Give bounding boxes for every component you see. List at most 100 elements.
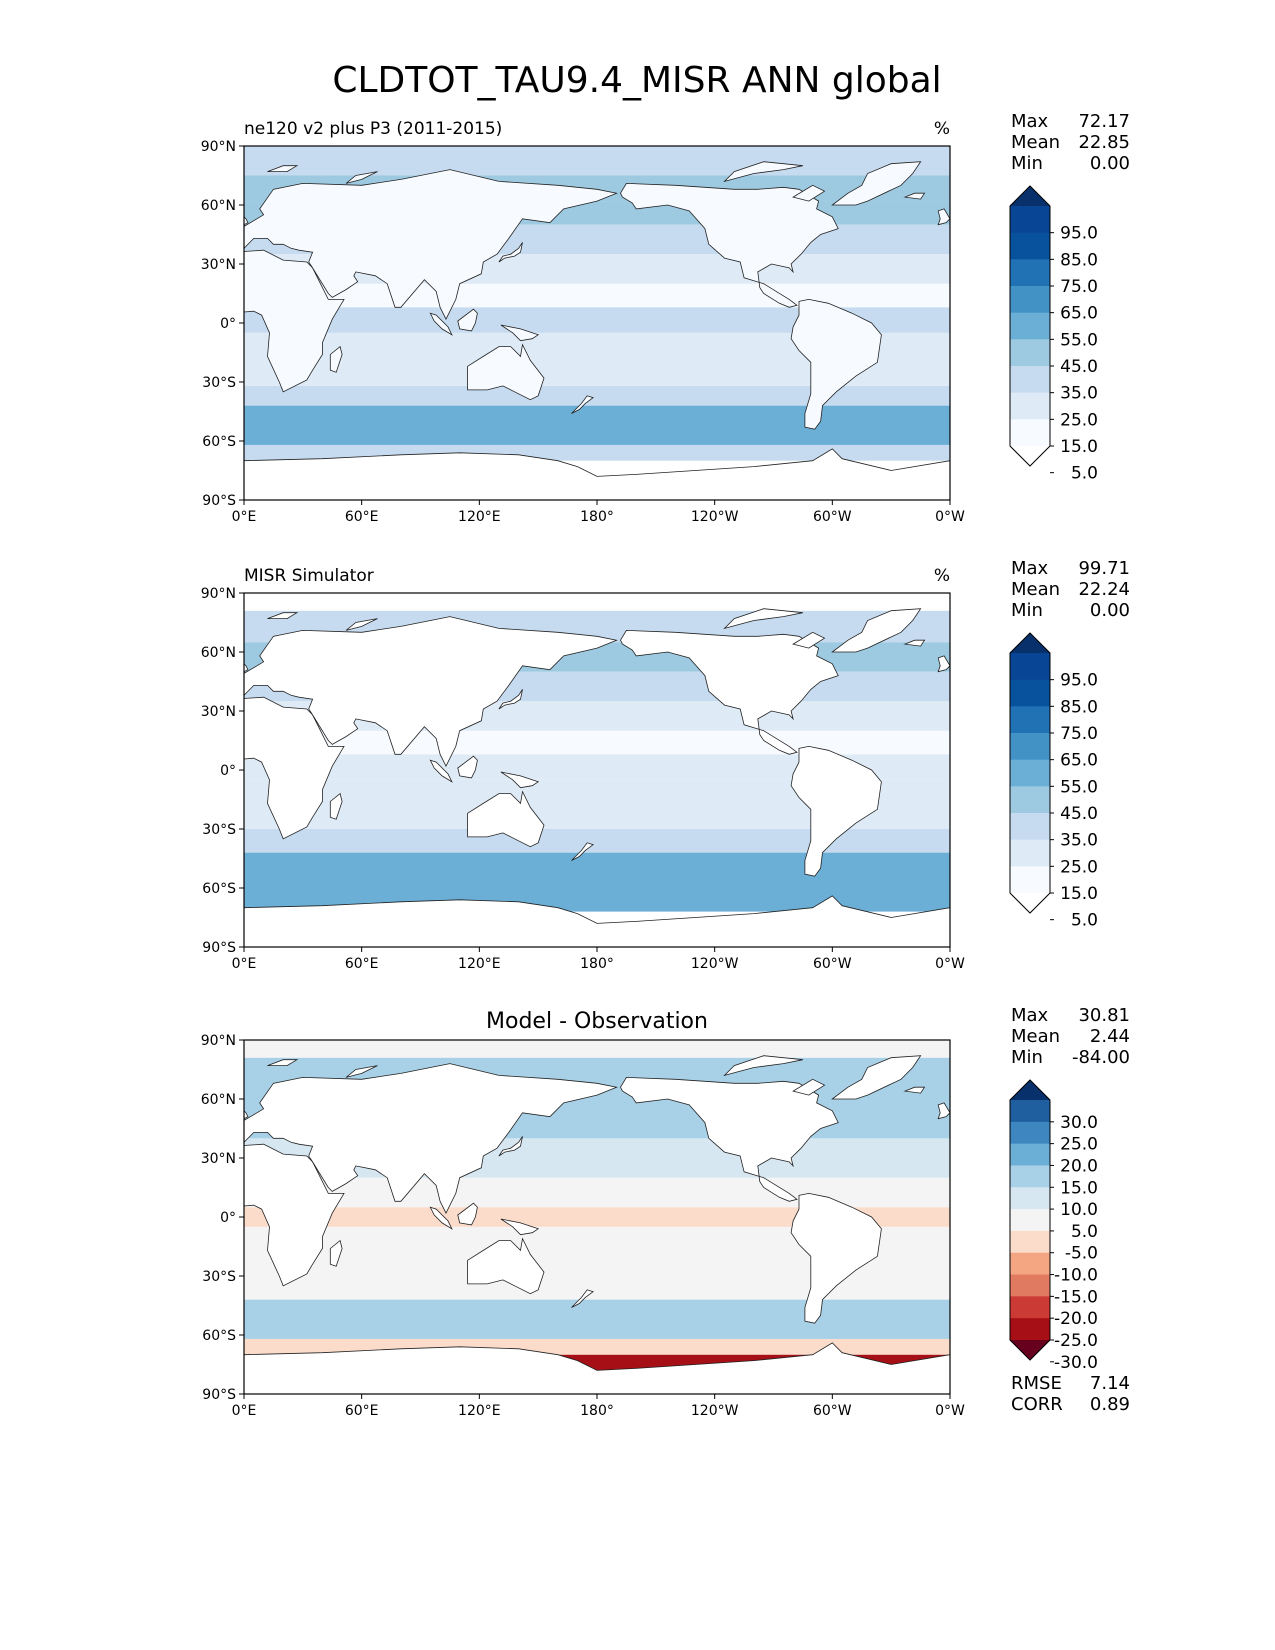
colorbar-extend-top [1010,1080,1050,1100]
north-america-land [620,182,839,308]
south-america-land [790,298,882,430]
colorbar-segment [1010,392,1050,420]
x-tick-label: 60°W [813,1403,852,1419]
colorbar-tick-label: 10.0 [1060,1200,1098,1220]
greenland-land [831,1055,922,1100]
data-band [244,593,950,611]
north-america-land [620,629,839,755]
nz-land [571,395,594,414]
y-tick-label: 90°N [201,1033,236,1049]
colorbar-segment [1010,679,1050,707]
colorbar-segment [1010,1187,1050,1210]
data-band [244,1040,950,1058]
panel-test: 0°E 60°E 120°E 180° 120°W 60°W 0°W 90°N 60°N 30°N… [201,111,1130,525]
japan-land [498,242,523,263]
colorbar-tick-label: 75.0 [1060,724,1098,744]
colorbar-segment [1010,206,1050,234]
greenland-land [831,608,922,653]
novaya-zemlya-land [345,171,378,184]
baffin-land [792,631,826,649]
colorbar-tick-label: 25.0 [1060,410,1098,430]
data-band [244,405,950,445]
antarctica-land [244,895,950,947]
data-band [244,779,950,800]
australia-land [467,790,545,848]
colorbar-tick-label: 55.0 [1060,777,1098,797]
data-band [244,332,950,353]
x-tick-label: 180° [580,1403,614,1419]
colorbar-segment [1010,653,1050,681]
data-band [244,1207,950,1227]
colorbar-segment [1010,759,1050,787]
eurasia-land [244,169,618,320]
uk-land [937,208,950,226]
data-band [244,852,950,912]
x-tick-label: 120°E [458,509,501,525]
eurasia-land [244,616,618,767]
uk-land-east [244,663,249,673]
africa-land [244,696,345,840]
colorbar-tick-label: 15.0 [1060,884,1098,904]
y-tick-label: 0° [220,763,236,779]
colorbar-tick-label: 75.0 [1060,277,1098,297]
madagascar-land [329,345,343,373]
colorbar-tick-label: 35.0 [1060,384,1098,404]
panels: 0°E 60°E 120°E 180° 120°W 60°W 0°W 90°N 60°N 30°N… [201,111,1130,1419]
x-tick-label: 180° [580,509,614,525]
colorbar-segment [1010,1143,1050,1166]
svalbard-land [267,165,299,172]
colorbar-segment [1010,286,1050,314]
colorbar-tick-label: 15.0 [1060,437,1098,457]
stat-value: 0.00 [1090,153,1130,174]
x-tick-label: 0°W [935,509,965,525]
data-band [244,1276,950,1300]
figure-title: CLDTOT_TAU9.4_MISR ANN global [332,60,941,101]
stat-value: 72.17 [1078,111,1130,132]
extra-stat-value: 0.89 [1090,1394,1130,1415]
colorbar: 30.025.020.015.010.05.0-5.0-10.0-15.0-20… [1009,1079,1098,1373]
colorbar-tick-label: -5.0 [1065,1244,1098,1264]
iceland-land [903,639,926,647]
stat-value: 22.85 [1078,132,1130,153]
panel-reference: 0°E 60°E 120°E 180° 120°W 60°W 0°W 90°N 60°N 30°N… [201,558,1130,972]
uk-land-east [244,1110,249,1120]
uk-land [937,655,950,673]
colorbar-tick-label: 25.0 [1060,1135,1098,1155]
colorbar-segment [1010,366,1050,394]
stat-label: Mean [1011,1026,1060,1047]
colorbar-extend-bottom [1010,893,1050,913]
x-tick-label: 120°E [458,956,501,972]
panel-diff: 0°E 60°E 120°E 180° 120°W 60°W 0°W 90°N 60°N 30°N… [201,1005,1130,1419]
x-tick-label: 180° [580,956,614,972]
colorbar-segment [1010,813,1050,841]
stat-label: Max [1011,111,1049,132]
stat-label: Min [1011,600,1043,621]
colorbar: 95.0 85.0 75.0 65.0 55.0 45.0 35.0 25.0 15.0 5.0 [1009,185,1098,484]
x-tick-label: 120°W [691,509,739,525]
data-field [244,593,950,947]
stat-value: 0.00 [1090,600,1130,621]
colorbar-tick-label: 55.0 [1060,330,1098,350]
colorbar-segment [1010,1318,1050,1341]
colorbar-tick-label: -25.0 [1054,1331,1098,1351]
colorbar-tick-label: 65.0 [1060,751,1098,771]
colorbar-segment [1010,259,1050,287]
iceland-land [903,192,926,200]
colorbar-segment [1010,1230,1050,1254]
baffin-land [792,1078,826,1096]
y-tick-label: 60°S [202,1328,236,1344]
colorbar-tick-label: 30.0 [1060,1113,1098,1133]
sumatra-land [429,312,453,336]
y-tick-label: 0° [220,316,236,332]
japan-land [498,689,523,710]
panel-title-left: MISR Simulator [244,566,374,586]
colorbar-tick-label: 35.0 [1060,831,1098,851]
madagascar-land [329,1239,343,1267]
nz-land [571,1289,594,1308]
y-tick-label: 60°N [201,1092,236,1108]
colorbar: 95.0 85.0 75.0 65.0 55.0 45.0 35.0 25.0 15.0 5.0 [1009,632,1098,931]
x-tick-label: 60°W [813,509,852,525]
colorbar-extend-top [1010,186,1050,206]
y-tick-label: 30°S [202,822,236,838]
